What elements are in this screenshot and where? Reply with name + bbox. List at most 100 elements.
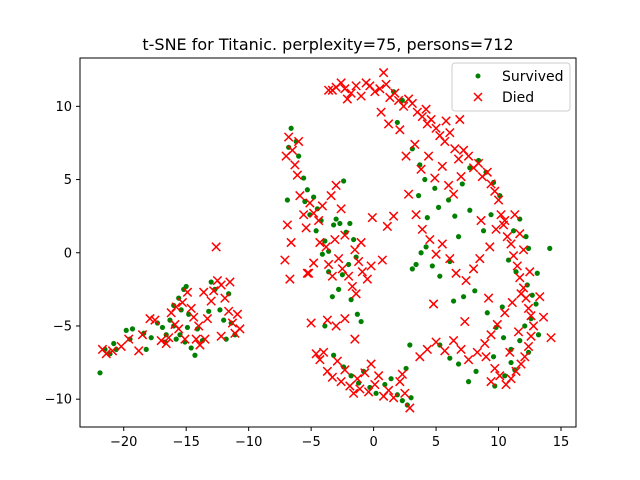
legend-survived-label: Survived [502,69,563,85]
died-point [523,303,534,314]
survived-point [337,220,343,227]
died-point [340,84,350,94]
died-point [301,223,311,233]
survived-point [422,176,428,183]
died-point [343,271,354,281]
survived-point [208,279,214,285]
survived-point [517,338,523,344]
y-tick-label: 5 [64,173,72,188]
survived-point [399,97,405,104]
died-point [405,403,415,413]
died-point [528,321,539,331]
died-point [526,310,536,321]
survived-point [296,153,302,159]
died-point [331,321,341,331]
x-tick-label: 5 [432,435,440,450]
died-point [285,274,295,284]
died-point [423,151,434,161]
survived-point [418,250,424,256]
died-point [302,268,313,278]
died-point [445,253,455,264]
died-point [476,215,486,226]
died-point [506,239,516,249]
died-point [431,249,441,259]
y-tick-label: 10 [55,100,72,115]
died-point [353,256,364,267]
survived-point [408,395,414,401]
died-point [390,88,400,98]
died-point [188,312,199,322]
died-point [308,258,319,268]
died-point [180,334,190,344]
survived-point [409,266,415,272]
x-tick-label: −10 [235,435,262,450]
survived-point [533,301,539,307]
died-point [422,344,433,355]
survived-point [424,215,430,221]
survived-point [184,324,191,331]
died-point [440,136,450,147]
died-point [486,179,496,189]
survived-point [450,298,457,304]
chart-title: t-SNE for Titanic. perplexity=75, person… [142,35,513,54]
died-point [292,170,303,180]
died-point [367,212,378,223]
died-point [535,291,545,302]
survived-point [188,345,194,351]
survived-point [329,294,335,300]
died-point [388,211,399,221]
died-point [193,321,204,331]
died-point [182,287,193,298]
survived-point [435,204,442,210]
died-point [383,385,394,396]
survived-point [348,373,354,379]
died-point [220,293,230,303]
died-point [225,277,235,287]
survived-point [399,398,405,404]
survived-point [394,119,400,126]
died-point [475,253,485,264]
died-point [516,359,526,369]
survived-point [480,228,487,234]
died-point [306,318,316,328]
died-point [216,280,226,290]
survived-point [455,361,462,367]
died-point [323,259,334,270]
survived-point [534,270,540,276]
died-point [500,308,510,318]
died-point [156,335,166,346]
died-point [425,234,435,245]
died-point [417,224,428,235]
died-point [311,349,321,359]
died-point [357,267,368,277]
died-point [416,164,426,175]
died-point [525,267,535,277]
died-point [421,104,431,114]
died-point [360,368,370,378]
died-point [315,237,325,248]
died-point [171,302,181,312]
died-point [493,195,504,205]
died-point [346,88,356,98]
died-point [232,309,243,319]
died-point [191,334,201,344]
died-point [461,275,471,286]
died-point [508,250,519,261]
survived-point [351,236,357,243]
died-point [107,346,118,356]
died-point [116,341,126,352]
died-point [186,303,196,314]
survived-point [319,251,325,257]
x-axis: −20 −15 −10 −5 0 5 10 15 [110,427,569,450]
died-point [516,289,526,299]
died-point [507,297,518,308]
died-point [305,198,315,208]
survived-point [407,342,413,348]
legend-died-label: Died [502,90,534,106]
survived-point [460,294,467,300]
died-point [303,268,314,278]
died-point [388,392,399,403]
legend-box [451,62,571,112]
died-point [437,239,448,249]
